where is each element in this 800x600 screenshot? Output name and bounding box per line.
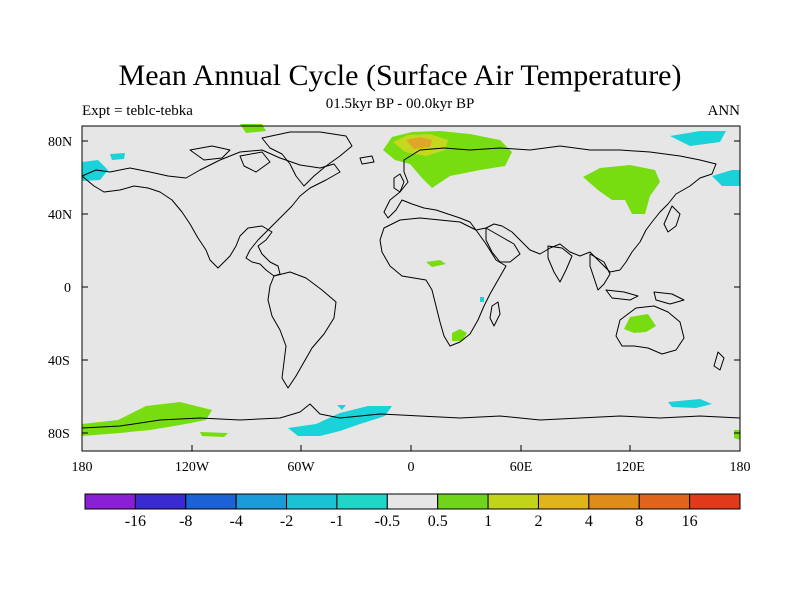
- lon-tick-label: 0: [408, 460, 415, 475]
- coastline-arabia: [485, 227, 521, 263]
- plot-title: Mean Annual Cycle (Surface Air Temperatu…: [118, 59, 682, 92]
- anomaly-siberia: [583, 165, 660, 214]
- lon-ticks: [81, 445, 741, 451]
- coastline-north-america: [81, 149, 341, 277]
- colorbar-labels: -16 -8 -4 -2 -1 -0.5 0.5 1 2 4 8 16: [125, 513, 698, 530]
- colorbar-box: [487, 493, 539, 510]
- lon-tick-label: 120W: [175, 460, 210, 475]
- anomaly-sahel: [426, 260, 446, 267]
- coastline-india: [547, 245, 573, 283]
- colorbar-label: -16: [125, 513, 146, 530]
- lon-tick-label: 60W: [287, 460, 315, 475]
- colorbar-box: [336, 493, 388, 510]
- colorbar-label: -0.5: [375, 513, 400, 530]
- coastline-antarctica: [81, 403, 741, 429]
- anomaly-east-africa: [480, 297, 484, 302]
- anomaly-arctic-east: [670, 131, 726, 146]
- colorbar: [84, 493, 741, 510]
- anomaly-north-pacific-east: [712, 170, 740, 186]
- coastline-australia: [615, 305, 685, 355]
- anomaly-weddell: [288, 406, 392, 436]
- colorbar-label: -8: [179, 513, 192, 530]
- colorbar-label: 2: [534, 513, 542, 530]
- lat-tick-label: 40S: [48, 354, 70, 369]
- anomaly-scandinavia-hot: [406, 137, 432, 149]
- coastline-eurasia: [383, 145, 717, 273]
- coastline-new-guinea: [653, 291, 685, 305]
- colorbar-box: [286, 493, 338, 510]
- colorbar-label: -1: [330, 513, 343, 530]
- colorbar-box: [588, 493, 640, 510]
- colorbar-box: [386, 493, 439, 510]
- anomaly-south-africa: [452, 329, 467, 341]
- colorbar-label: 0.5: [428, 513, 448, 530]
- plot-subtitle: 01.5kyr BP - 00.0kyr BP: [325, 96, 475, 112]
- coastline-se-asia: [589, 253, 611, 291]
- colorbar-box: [235, 493, 288, 510]
- colorbar-box: [185, 493, 237, 510]
- lon-tick-label: 180: [72, 460, 93, 475]
- anomaly-ross-east: [668, 399, 712, 408]
- colorbar-label: -4: [229, 513, 242, 530]
- coastline-africa: [379, 217, 507, 347]
- coastline-indonesia: [605, 289, 639, 301]
- coastline-new-zealand: [713, 351, 725, 371]
- coastline-south-america: [267, 271, 337, 389]
- season-label: ANN: [707, 103, 741, 119]
- lon-tick-label: 180: [730, 460, 751, 475]
- lat-tick-label: 40N: [48, 208, 72, 223]
- lon-tick-label: 120E: [615, 460, 645, 475]
- colorbar-label: 16: [682, 513, 698, 530]
- coastline-uk: [393, 173, 405, 193]
- lat-tick-label: 0: [64, 281, 71, 296]
- coastline-arctic-islands: [189, 145, 231, 161]
- anomaly-arctic-north-america: [110, 153, 125, 160]
- coastline-iceland: [359, 155, 375, 165]
- colorbar-label: -2: [280, 513, 293, 530]
- lat-ticks: [82, 140, 740, 434]
- coastline-madagascar: [489, 301, 501, 327]
- colorbar-box: [638, 493, 691, 510]
- coastline-baffin: [239, 151, 271, 173]
- colorbar-box: [689, 493, 741, 510]
- lat-tick-label: 80S: [48, 427, 70, 442]
- anomaly-australia: [624, 314, 656, 333]
- colorbar-box: [134, 493, 187, 510]
- anomaly-fields: [82, 124, 740, 440]
- colorbar-label: 1: [484, 513, 492, 530]
- anomaly-southern-ocean-west: [82, 402, 212, 436]
- colorbar-box: [84, 493, 136, 510]
- colorbar-label: 4: [585, 513, 593, 530]
- coastline-japan: [663, 205, 681, 233]
- coastlines: [81, 131, 741, 429]
- anomaly-antarctic-coast: [200, 432, 228, 437]
- experiment-label: Expt = teblc-tebka: [82, 103, 193, 119]
- colorbar-label: 8: [635, 513, 643, 530]
- colorbar-box: [437, 493, 489, 510]
- lat-tick-label: 80N: [48, 135, 72, 150]
- colorbar-box: [537, 493, 590, 510]
- coastline-greenland: [261, 131, 353, 187]
- lon-tick-label: 60E: [510, 460, 533, 475]
- anomaly-south-america-small: [337, 405, 346, 410]
